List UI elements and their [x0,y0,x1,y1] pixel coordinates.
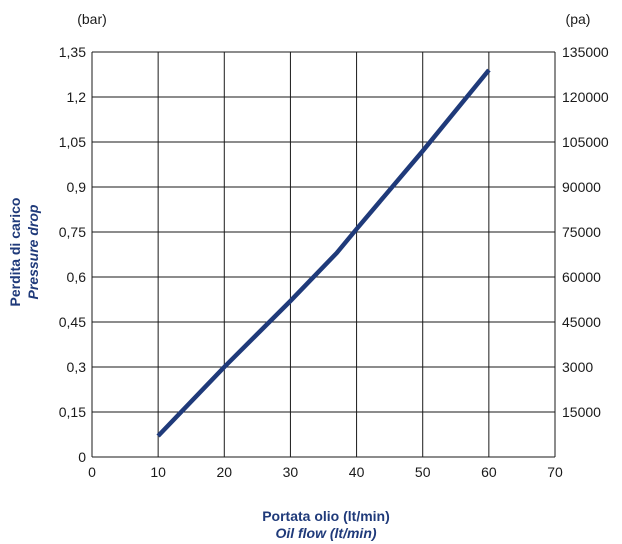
x-tick-label: 20 [216,464,232,480]
left-unit-label: (bar) [77,11,107,27]
y-right-tick-label: 15000 [562,404,601,420]
series-layer [156,68,491,438]
y-right-tick-label: 105000 [562,134,609,150]
right-unit-label: (pa) [566,11,591,27]
grid [91,51,556,458]
x-tick-label: 70 [547,464,563,480]
y-axis-left-ticks: 0 0,15 0,3 0,45 0,6 0,75 0,9 1,05 1,2 1,35 [59,44,86,465]
y-right-tick-label: 60000 [562,269,601,285]
y-right-tick-label: 90000 [562,179,601,195]
y-right-tick-label: 120000 [562,89,609,105]
y-axis-right-ticks: 15000 3000 45000 60000 75000 90000 105000 12000… [562,44,609,420]
y-left-tick-label: 1,2 [67,89,87,105]
y-right-tick-label: 3000 [562,359,593,375]
y-axis-title-english: Pressure drop [25,204,41,299]
x-tick-label: 0 [88,464,96,480]
y-left-tick-label: 1,35 [59,44,86,60]
y-left-tick-label: 1,05 [59,134,86,150]
y-left-tick-label: 0,15 [59,404,86,420]
y-axis-title: Perdita di carico [7,198,23,307]
x-tick-label: 40 [349,464,365,480]
y-left-tick-label: 0,6 [67,269,87,285]
y-left-tick-label: 0,3 [67,359,87,375]
x-axis-title-english: Oil flow (lt/min) [275,525,376,541]
y-right-tick-label: 45000 [562,314,601,330]
y-right-tick-label: 75000 [562,224,601,240]
x-axis-title: Portata olio (lt/min) [262,508,390,524]
y-left-tick-label: 0 [78,449,86,465]
x-tick-label: 30 [283,464,299,480]
x-axis-ticks: 0 10 20 30 40 50 60 70 [88,464,563,480]
x-tick-label: 50 [415,464,431,480]
y-left-tick-label: 0,45 [59,314,86,330]
series-line [156,68,491,438]
x-tick-label: 10 [150,464,166,480]
y-right-tick-label: 135000 [562,44,609,60]
x-tick-label: 60 [481,464,497,480]
y-left-tick-label: 0,75 [59,224,86,240]
y-left-tick-label: 0,9 [67,179,87,195]
